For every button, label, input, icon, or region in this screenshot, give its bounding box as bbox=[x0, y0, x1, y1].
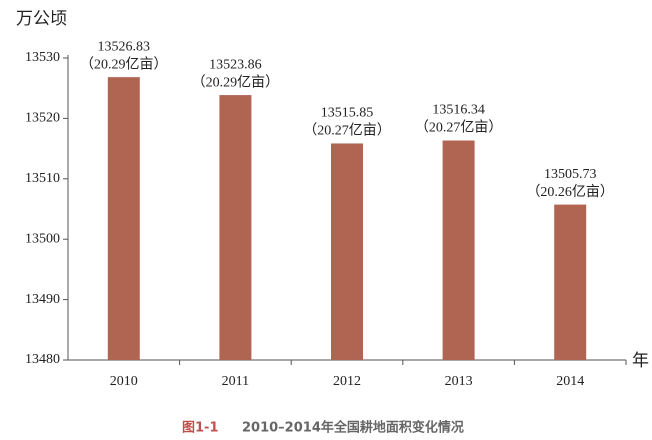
annotation: （20.29亿亩） bbox=[80, 55, 168, 72]
x-tick-label: 2013 bbox=[445, 374, 473, 389]
x-tick-label: 2012 bbox=[333, 374, 361, 389]
bar bbox=[331, 143, 363, 360]
y-tick-label: 13490 bbox=[25, 292, 60, 307]
annotation: （20.29亿亩） bbox=[192, 73, 280, 90]
caption-label: 图1-1 bbox=[182, 421, 219, 436]
y-tick-label: 13510 bbox=[25, 171, 60, 186]
x-axis-label: 年 bbox=[632, 351, 649, 370]
y-tick-label: 13520 bbox=[25, 111, 60, 126]
annotation: （20.27亿亩） bbox=[303, 122, 391, 139]
y-tick-label: 13500 bbox=[25, 231, 60, 246]
caption-text: 2010–2014年全国耕地面积变化情况 bbox=[242, 420, 464, 436]
x-tick-label: 2010 bbox=[110, 374, 138, 389]
value-label: 13526.83 bbox=[98, 39, 151, 54]
bar bbox=[219, 95, 252, 360]
value-label: 13515.85 bbox=[321, 106, 374, 121]
bar bbox=[107, 77, 140, 361]
bar bbox=[554, 204, 587, 360]
x-tick-label: 2011 bbox=[222, 374, 249, 389]
y-tick-label: 13530 bbox=[25, 50, 60, 65]
value-label: 13505.73 bbox=[544, 167, 597, 182]
annotation: （20.26亿亩） bbox=[526, 183, 614, 200]
value-label: 13516.34 bbox=[432, 103, 485, 118]
y-tick-label: 13480 bbox=[25, 352, 60, 367]
bar bbox=[442, 140, 475, 360]
value-label: 13523.86 bbox=[209, 57, 262, 72]
y-axis-label: 万公顷 bbox=[16, 9, 67, 28]
annotation: （20.27亿亩） bbox=[415, 119, 503, 136]
x-tick-label: 2014 bbox=[556, 374, 584, 389]
